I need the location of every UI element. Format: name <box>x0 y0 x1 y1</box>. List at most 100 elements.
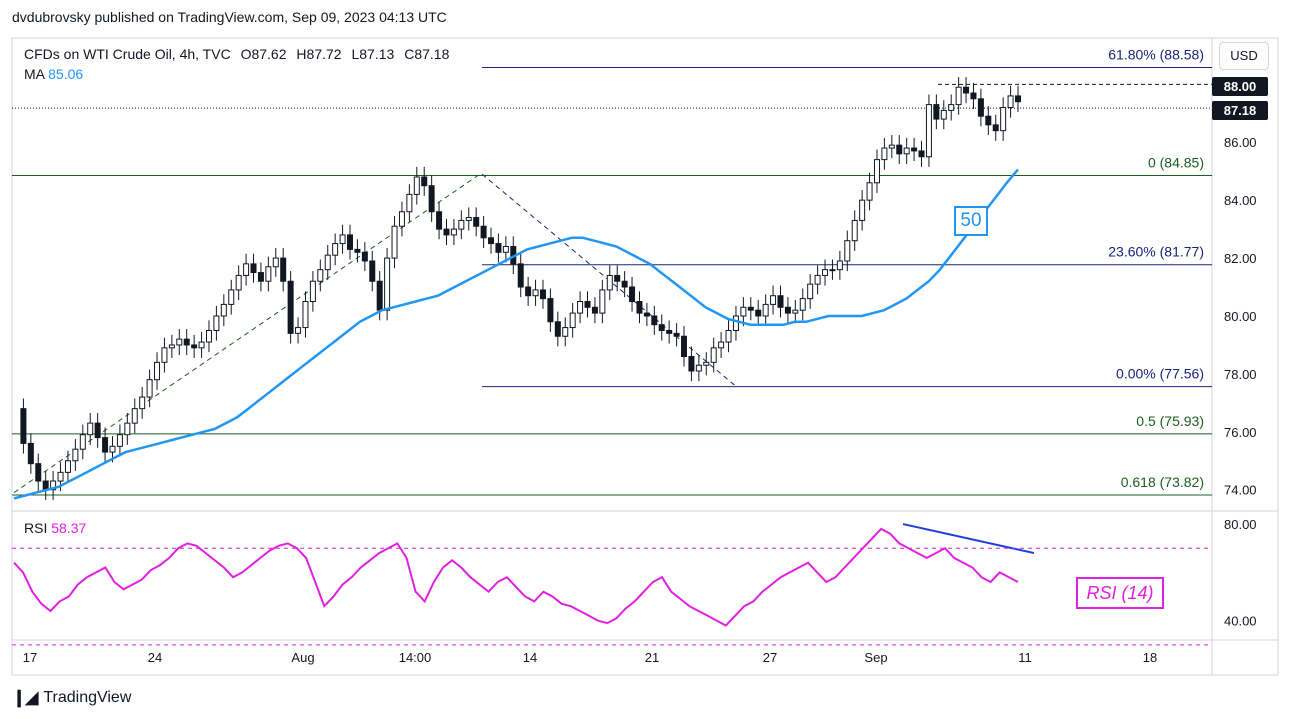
candle-body <box>807 283 814 300</box>
rsi-value: 58.37 <box>51 520 87 536</box>
price-tick-label: 80.00 <box>1224 309 1257 324</box>
time-tick-label: 24 <box>148 650 162 665</box>
candle-body <box>562 327 569 337</box>
candle-body <box>198 341 205 349</box>
candle-body <box>888 144 895 149</box>
candle-body <box>725 329 732 343</box>
candle-body <box>918 150 925 158</box>
outer-frame <box>11 37 1279 676</box>
candle-body <box>829 269 836 272</box>
tradingview-logo[interactable]: ❙◢ TradingView <box>12 688 131 708</box>
candle-body <box>465 217 472 221</box>
candle-body <box>250 263 257 274</box>
candle-body <box>324 254 331 271</box>
candle-body <box>428 185 435 213</box>
time-tick-label: Sep <box>864 650 887 665</box>
symbol-legend: CFDs on WTI Crude Oil, 4h, TVC O87.62 H8… <box>24 44 449 84</box>
candle-body <box>985 115 992 126</box>
candle-body <box>651 315 658 326</box>
candle-body <box>20 408 27 444</box>
candle-body <box>606 274 613 291</box>
candle-body <box>79 434 86 450</box>
chart-frame-lines <box>11 37 1279 676</box>
rsi-series <box>12 527 1212 646</box>
candle-body <box>703 361 710 366</box>
candle-body <box>584 301 591 308</box>
time-tick-label: 11 <box>1018 650 1032 665</box>
candle-body <box>398 211 405 227</box>
candle-body <box>495 243 502 253</box>
candle-body <box>911 147 918 152</box>
candle-body <box>131 408 138 424</box>
candle-body <box>376 280 383 311</box>
currency-button[interactable]: USD <box>1219 42 1269 70</box>
candle-body <box>666 329 673 334</box>
candle-body <box>183 338 190 346</box>
candle-body <box>309 280 316 303</box>
rsi-annotation: RSI (14) <box>1076 577 1164 609</box>
candle-body <box>458 219 465 230</box>
candle-body <box>718 341 725 349</box>
candle-body <box>257 272 264 282</box>
candle-body <box>228 289 235 305</box>
rsi-tick-label: 40.00 <box>1224 614 1257 629</box>
time-tick-label: Aug <box>291 650 314 665</box>
candle-body <box>235 274 242 291</box>
candle-body <box>488 237 495 245</box>
candle-body <box>154 361 161 381</box>
candle-body <box>532 289 539 297</box>
candle-body <box>873 159 880 184</box>
candle-body <box>814 274 821 285</box>
fibonacci-levels: 61.80% (88.58) 0 (84.85) 23.60% (81.77) 0.0… <box>12 47 1212 496</box>
candle-body <box>948 104 955 111</box>
candle-body <box>903 147 910 155</box>
rsi-label: RSI <box>24 520 48 536</box>
candle-body <box>940 109 947 120</box>
close-value: 87.18 <box>414 46 450 62</box>
candle-body <box>421 176 428 187</box>
candle-body <box>636 301 643 314</box>
rsi-legend: RSI 58.37 <box>24 520 86 536</box>
fib-level-label: 0 (84.85) <box>1148 155 1204 171</box>
candle-body <box>109 445 116 453</box>
candle-body <box>384 257 391 311</box>
candle-body <box>599 289 606 314</box>
candle-body <box>280 257 287 282</box>
open-value: 87.62 <box>251 46 287 62</box>
fib-level-label: 0.5 (75.93) <box>1136 413 1204 429</box>
time-tick-label: 18 <box>1143 650 1157 665</box>
candle-body <box>710 347 717 363</box>
rsi-line <box>13 527 1019 627</box>
rsi-tick-label: 80.00 <box>1224 517 1257 532</box>
candle-body <box>243 263 250 276</box>
time-tick-label: 21 <box>645 650 659 665</box>
time-tick-label: 17 <box>23 650 37 665</box>
high-price-tag: 88.00 <box>1212 77 1268 96</box>
moving-average-series <box>13 168 1019 500</box>
candle-body <box>361 251 368 262</box>
candle-body <box>577 301 584 314</box>
candle-body <box>72 448 79 462</box>
candle-body <box>27 442 34 465</box>
candle-body <box>695 364 702 372</box>
time-tick-label: 14:00 <box>399 650 432 665</box>
axes: 74.00 76.00 78.00 80.00 82.00 84.00 86.00 40.00… <box>23 135 1257 665</box>
candle-body <box>191 344 198 349</box>
candle-body <box>866 182 873 201</box>
candle-body <box>977 98 984 117</box>
candle-body <box>1007 95 1014 108</box>
candle-body <box>792 309 799 314</box>
price-tick-label: 76.00 <box>1224 425 1257 440</box>
candle-body <box>339 234 346 245</box>
candle-body <box>116 434 123 447</box>
candle-body <box>161 347 168 363</box>
ma-period-annotation: 50 <box>954 206 988 236</box>
candle-body <box>747 306 754 311</box>
candle-body <box>302 301 309 329</box>
candle-body <box>777 295 784 308</box>
candle-body <box>406 193 413 213</box>
candle-body <box>502 245 509 253</box>
candle-body <box>673 332 680 337</box>
candle-body <box>658 324 665 331</box>
